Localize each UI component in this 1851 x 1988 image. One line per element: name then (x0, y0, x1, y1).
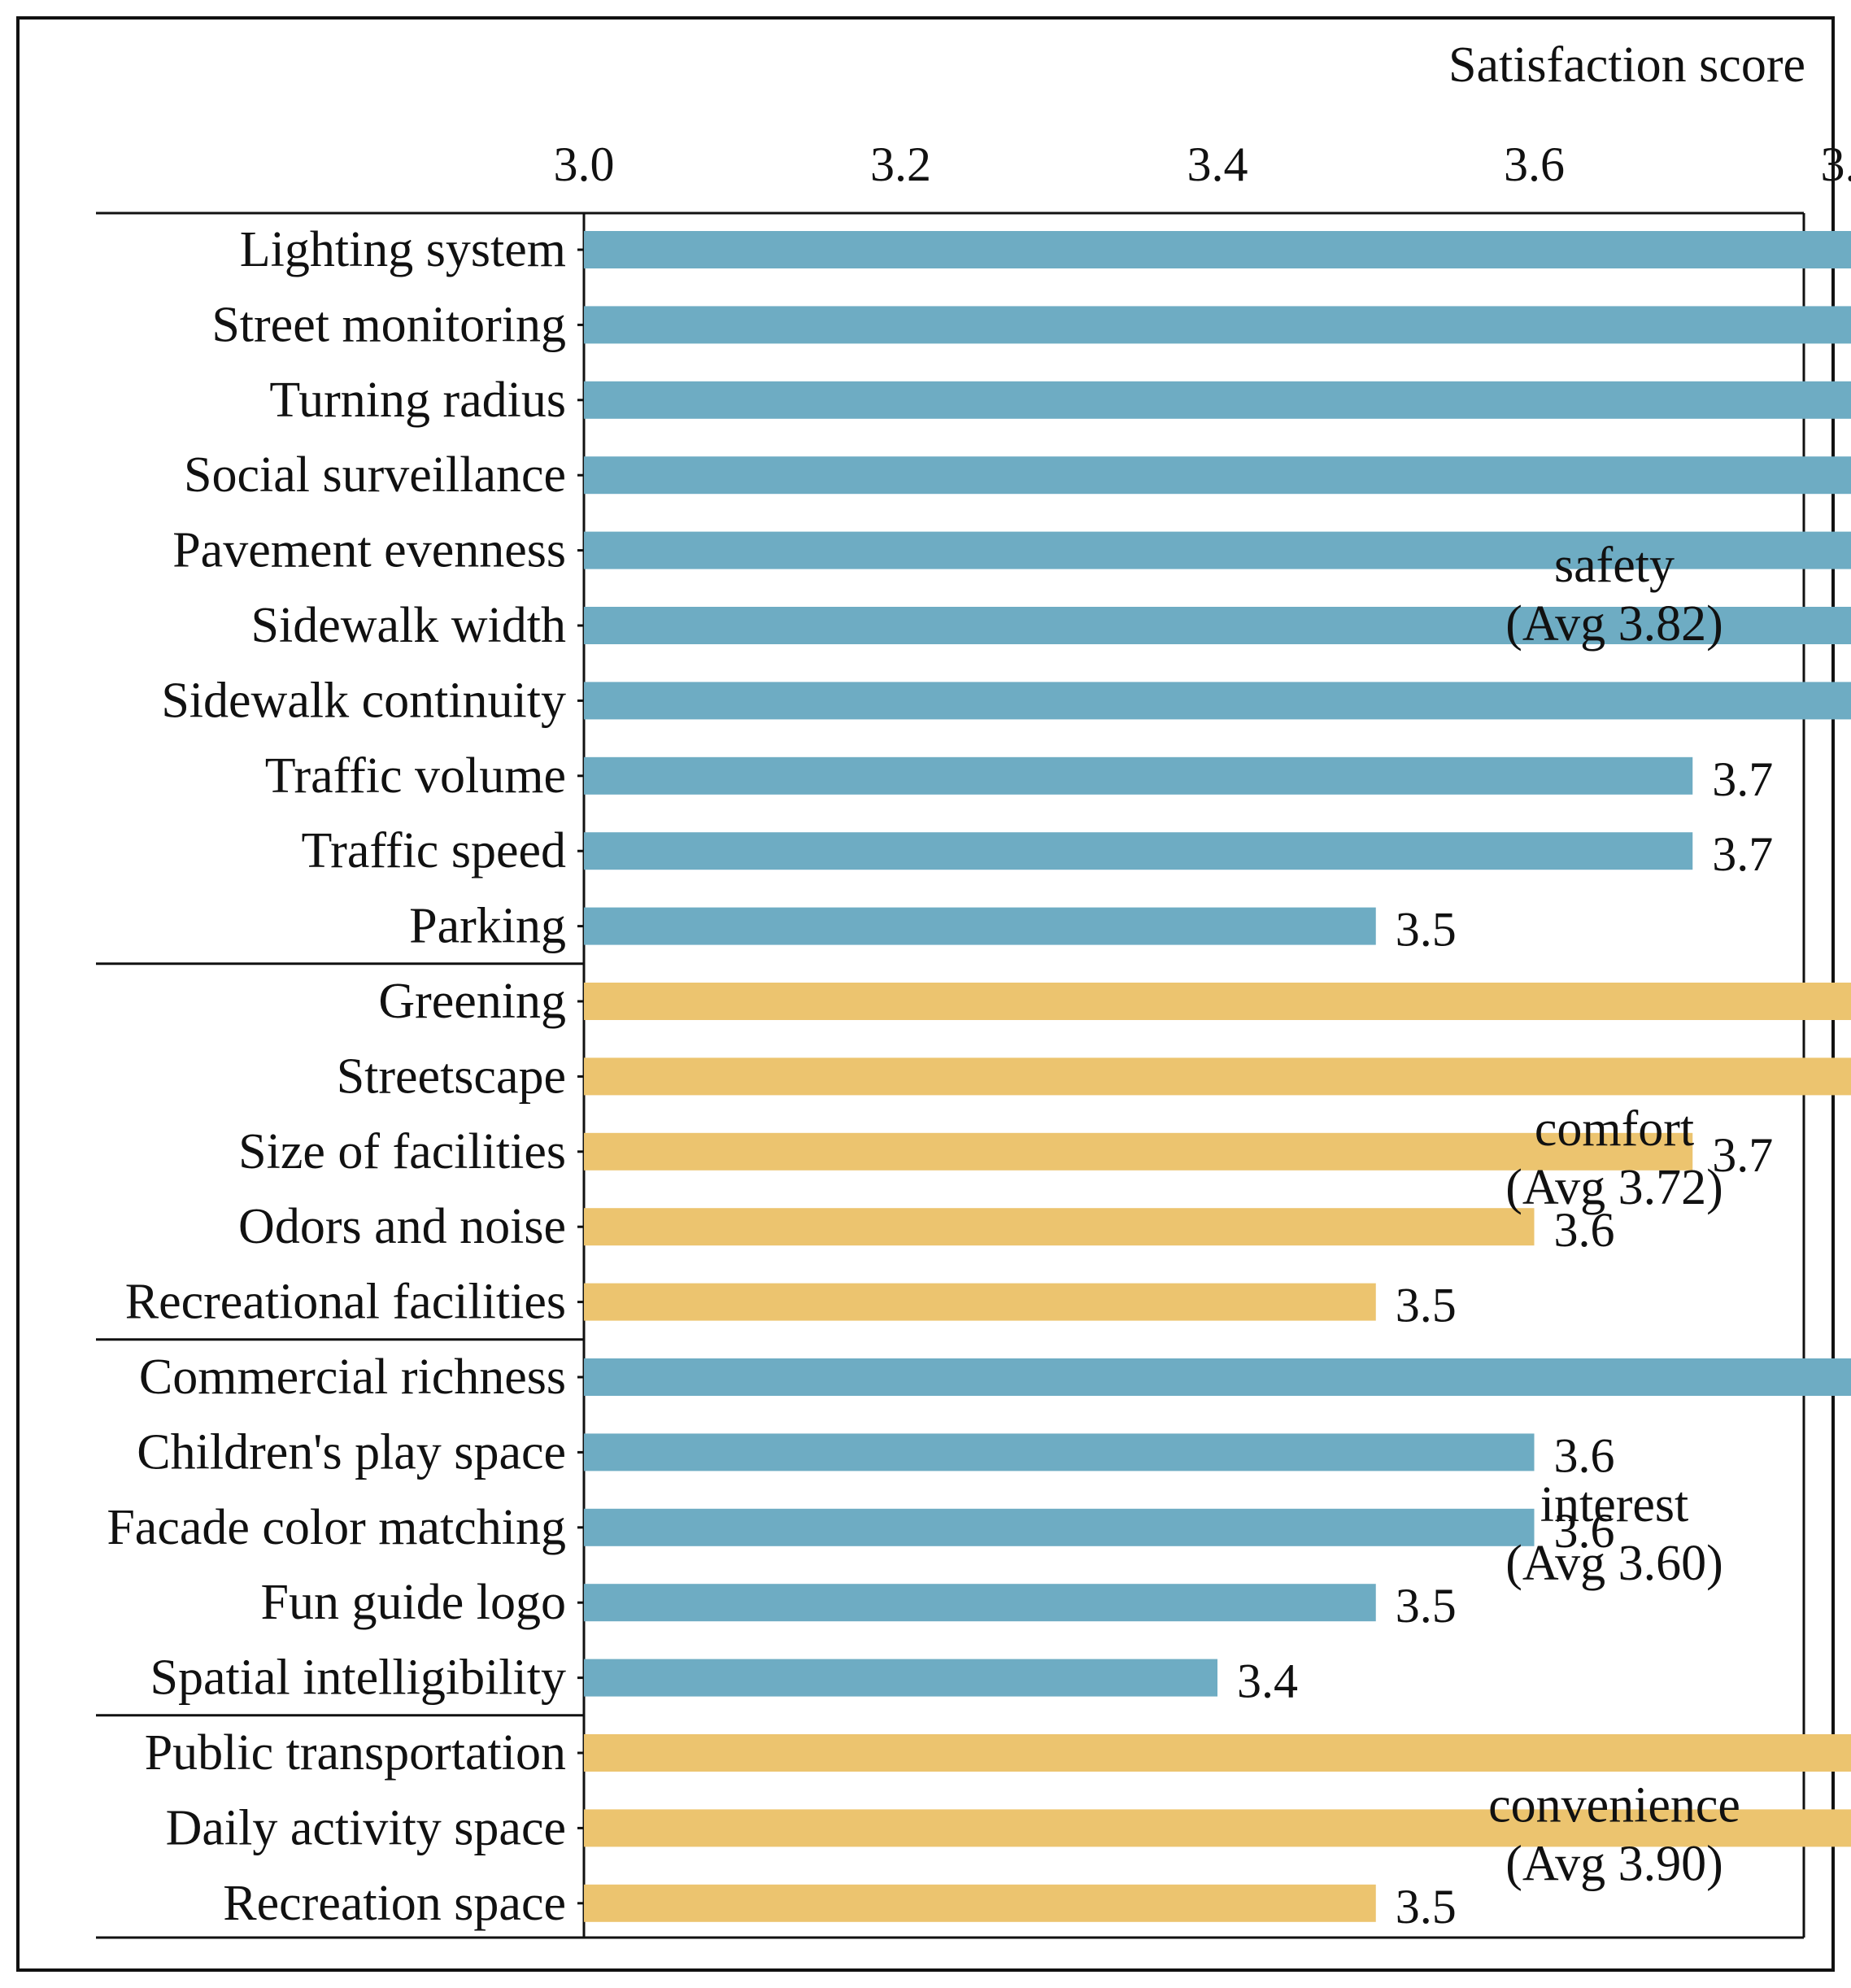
bar-comfort-3 (584, 1208, 1535, 1246)
bar-comfort-4 (584, 1283, 1376, 1321)
bar-safety-7 (584, 756, 1693, 795)
x-axis-title: Satisfaction score (1448, 37, 1805, 93)
bar-interest-0 (584, 1358, 1851, 1396)
category-label-safety-9: Parking (409, 899, 566, 954)
x-tick-label-3: 3.6 (1504, 137, 1565, 191)
group-avg-interest: (Avg 3.60) (1505, 1536, 1723, 1591)
category-label-safety-7: Traffic volume (265, 748, 566, 804)
category-label-comfort-0: Greening (378, 974, 566, 1029)
bar-safety-3 (584, 456, 1851, 495)
bar-interest-2 (584, 1508, 1535, 1546)
category-label-comfort-1: Streetscape (337, 1048, 566, 1104)
category-label-interest-3: Fun guide logo (261, 1575, 566, 1630)
category-label-safety-1: Street monitoring (211, 297, 566, 352)
group-avg-comfort: (Avg 3.72) (1505, 1160, 1723, 1215)
value-label-safety-9: 3.5 (1396, 903, 1457, 957)
category-label-interest-1: Children's play space (137, 1424, 566, 1480)
value-label-interest-3: 3.5 (1396, 1579, 1457, 1633)
value-label-safety-7: 3.7 (1712, 752, 1773, 806)
category-label-interest-0: Commercial richness (139, 1349, 566, 1405)
value-label-interest-1: 3.6 (1554, 1428, 1615, 1482)
bar-convenience-2 (584, 1884, 1376, 1922)
bar-interest-1 (584, 1433, 1535, 1471)
category-label-safety-4: Pavement evenness (172, 523, 566, 578)
value-label-interest-4: 3.4 (1237, 1654, 1298, 1708)
group-name-convenience: convenience (1488, 1777, 1740, 1833)
x-tick-label-0: 3.0 (554, 137, 615, 191)
value-label-interest-2: 3.6 (1554, 1504, 1615, 1558)
group-avg-safety: (Avg 3.82) (1505, 596, 1723, 652)
group-name-safety: safety (1554, 538, 1675, 593)
bar-comfort-0 (584, 983, 1851, 1020)
bar-safety-8 (584, 832, 1693, 870)
category-label-safety-8: Traffic speed (302, 823, 566, 878)
category-label-interest-4: Spatial intelligibility (150, 1650, 566, 1706)
category-label-safety-3: Social surveillance (184, 447, 566, 503)
category-label-safety-6: Sidewalk continuity (161, 673, 566, 728)
value-label-convenience-2: 3.5 (1396, 1880, 1457, 1934)
category-label-comfort-4: Recreational facilities (125, 1275, 566, 1330)
x-tick-label-2: 3.4 (1187, 137, 1248, 191)
category-label-safety-5: Sidewalk width (251, 598, 566, 653)
x-tick-label-1: 3.2 (870, 137, 931, 191)
category-label-convenience-0: Public transportation (145, 1725, 566, 1781)
bar-interest-3 (584, 1584, 1376, 1622)
bar-comfort-2 (584, 1132, 1693, 1171)
category-label-safety-0: Lighting system (240, 222, 566, 277)
value-label-comfort-4: 3.5 (1396, 1279, 1457, 1332)
category-label-convenience-2: Recreation space (223, 1876, 566, 1931)
group-avg-convenience: (Avg 3.90) (1505, 1836, 1723, 1891)
bar-safety-1 (584, 306, 1851, 344)
category-label-interest-2: Facade color matching (107, 1500, 566, 1555)
category-label-convenience-1: Daily activity space (166, 1800, 566, 1855)
category-label-safety-2: Turning radius (269, 373, 566, 428)
value-label-safety-8: 3.7 (1712, 827, 1773, 881)
bar-comfort-1 (584, 1057, 1851, 1096)
value-label-comfort-2: 3.7 (1712, 1128, 1773, 1182)
bar-safety-6 (584, 682, 1851, 720)
bar-safety-4 (584, 531, 1851, 569)
category-label-comfort-2: Size of facilities (238, 1124, 566, 1179)
bar-convenience-0 (584, 1734, 1851, 1772)
x-tick-label-4: 3.8 (1821, 137, 1851, 191)
group-name-comfort: comfort (1535, 1101, 1694, 1157)
bar-safety-0 (584, 231, 1851, 268)
bar-convenience-1 (584, 1809, 1851, 1847)
bar-safety-5 (584, 607, 1851, 644)
bar-safety-9 (584, 907, 1376, 945)
bar-interest-4 (584, 1659, 1217, 1697)
category-label-comfort-3: Odors and noise (238, 1199, 566, 1254)
group-name-interest: interest (1540, 1477, 1689, 1532)
bar-safety-2 (584, 381, 1851, 419)
value-label-comfort-3: 3.6 (1554, 1203, 1615, 1257)
